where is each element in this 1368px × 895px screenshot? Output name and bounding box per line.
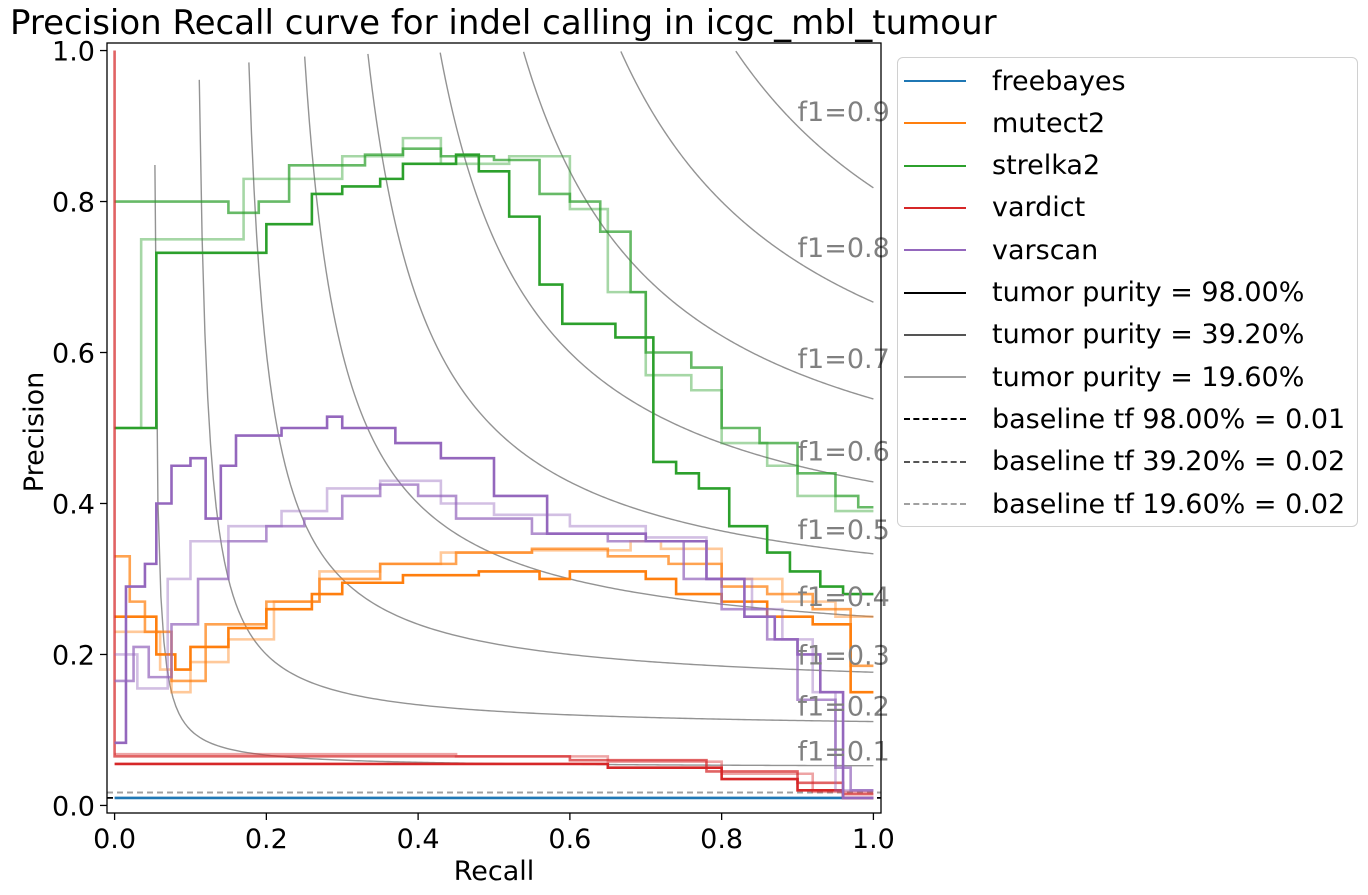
iso-f1-curve-0.5 xyxy=(367,53,874,555)
legend-swatch xyxy=(904,249,966,252)
series-strelka2-19-60 xyxy=(114,136,874,513)
legend-item-freebayes: freebayes xyxy=(904,60,1126,102)
iso-f1-label: f1=0.5 xyxy=(798,515,890,546)
legend-item-baseline-tf-19-60-0-02: baseline tf 19.60% = 0.02 xyxy=(904,483,1345,525)
legend-swatch xyxy=(904,291,966,294)
legend-swatch xyxy=(904,376,966,379)
legend-label: mutect2 xyxy=(992,107,1106,139)
series-varscan-19-60 xyxy=(114,479,874,792)
legend-item-strelka2: strelka2 xyxy=(904,145,1100,187)
iso-f1-curve-0.4 xyxy=(303,56,874,618)
series-vardict-39-20 xyxy=(113,50,874,796)
iso-f1-curve-0.8 xyxy=(620,51,874,303)
series-varscan-98-00 xyxy=(114,415,874,800)
iso-f1-layer xyxy=(154,50,874,767)
legend-label: strelka2 xyxy=(992,150,1101,182)
tick-layer: 0.0 0.2 0.4 0.6 0.8 1.0 0.0 0.2 0.4 0.6 0.8 1.0 xyxy=(52,37,895,855)
iso-f1-curve-0.2 xyxy=(198,79,874,723)
series-varscan-39-20 xyxy=(114,483,874,792)
iso-f1-curve-0.3 xyxy=(248,62,874,673)
iso-f1-label: f1=0.3 xyxy=(798,640,890,671)
legend-item-tumor-purity-39-20: tumor purity = 39.20% xyxy=(904,314,1304,356)
x-tick-label: 0.4 xyxy=(397,824,440,855)
x-tick-label: 0.2 xyxy=(245,824,288,855)
iso-f1-label: f1=0.8 xyxy=(798,233,890,264)
legend-swatch xyxy=(904,418,966,421)
legend-swatch xyxy=(904,333,966,336)
iso-f1-curve-0.1 xyxy=(154,165,874,767)
series-mutect2-98-00 xyxy=(114,570,874,694)
y-tick-label: 0.8 xyxy=(52,188,95,219)
y-axis-title: Precision xyxy=(19,372,50,492)
series-layer xyxy=(113,50,874,800)
legend-item-mutect2: mutect2 xyxy=(904,102,1105,144)
iso-f1-curve-0.9 xyxy=(735,50,874,189)
iso-f1-label: f1=0.1 xyxy=(798,736,890,767)
iso-f1-curve-0.6 xyxy=(439,52,874,483)
chart-title: Precision Recall curve for indel calling… xyxy=(10,3,997,43)
y-tick-label: 1.0 xyxy=(52,37,95,68)
legend-item-tumor-purity-19-60: tumor purity = 19.60% xyxy=(904,356,1304,398)
iso-f1-label: f1=0.6 xyxy=(798,437,890,468)
legend-label: baseline tf 98.00% = 0.01 xyxy=(992,403,1346,435)
legend-swatch xyxy=(904,80,966,82)
x-tick-label: 0.8 xyxy=(700,824,743,855)
iso-f1-label: f1=0.9 xyxy=(798,97,890,128)
legend: freebayes mutect2 strelka2 vardict varscan tu… xyxy=(897,57,1358,527)
legend-label: tumor purity = 98.00% xyxy=(992,277,1305,308)
x-axis-title: Recall xyxy=(454,856,535,887)
legend-item-vardict: vardict xyxy=(904,187,1085,229)
x-tick-label: 0.6 xyxy=(548,824,591,855)
x-tick-label: 0.0 xyxy=(93,824,136,855)
legend-item-baseline-tf-39-20-0-02: baseline tf 39.20% = 0.02 xyxy=(904,441,1345,483)
series-vardict-19-60 xyxy=(114,752,874,794)
legend-swatch xyxy=(904,122,966,125)
y-tick-label: 0.0 xyxy=(52,791,95,822)
plot-frame xyxy=(106,42,882,814)
y-tick-label: 0.2 xyxy=(52,640,95,671)
legend-item-varscan: varscan xyxy=(904,229,1098,271)
x-tick-label: 1.0 xyxy=(852,824,895,855)
iso-label-layer: f1=0.1 f1=0.2 f1=0.3 f1=0.4 f1=0.5 f1=0.6 f1=0… xyxy=(798,97,890,767)
legend-item-tumor-purity-98-00: tumor purity = 98.00% xyxy=(904,272,1304,314)
legend-label: baseline tf 19.60% = 0.02 xyxy=(992,488,1346,520)
y-tick-label: 0.4 xyxy=(52,489,95,520)
legend-label: vardict xyxy=(992,192,1086,224)
series-strelka2-98-00 xyxy=(114,153,874,596)
legend-swatch xyxy=(904,164,966,167)
legend-swatch xyxy=(904,460,966,463)
iso-f1-label: f1=0.2 xyxy=(798,691,890,722)
iso-f1-label: f1=0.7 xyxy=(798,344,890,375)
legend-label: baseline tf 39.20% = 0.02 xyxy=(992,446,1346,478)
iso-f1-label: f1=0.4 xyxy=(798,582,890,613)
legend-swatch xyxy=(904,503,966,505)
legend-label: tumor purity = 19.60% xyxy=(992,361,1305,393)
legend-label: freebayes xyxy=(992,65,1126,97)
iso-f1-curve-0.7 xyxy=(522,51,874,400)
series-strelka2-39-20 xyxy=(114,147,874,509)
legend-item-baseline-tf-98-00-0-01: baseline tf 98.00% = 0.01 xyxy=(904,398,1345,440)
legend-swatch xyxy=(904,206,966,209)
legend-label: tumor purity = 39.20% xyxy=(992,319,1305,351)
y-tick-label: 0.6 xyxy=(52,339,95,370)
legend-label: varscan xyxy=(992,234,1099,266)
